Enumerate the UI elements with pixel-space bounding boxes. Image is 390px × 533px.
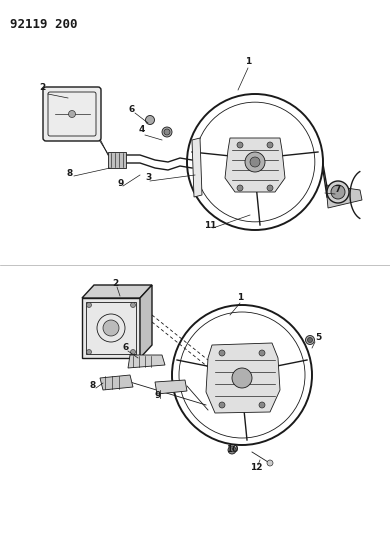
Circle shape [232,368,252,388]
Text: 2: 2 [112,279,118,287]
Bar [108,152,126,168]
Text: 3: 3 [145,174,151,182]
Polygon shape [192,138,202,197]
Text: 9: 9 [155,391,161,400]
Circle shape [162,127,172,137]
Text: 92119 200: 92119 200 [10,18,78,31]
Circle shape [164,129,170,135]
Text: 1: 1 [245,58,251,67]
Circle shape [219,350,225,356]
Circle shape [307,337,312,343]
Polygon shape [128,355,165,368]
Circle shape [245,152,265,172]
Circle shape [267,142,273,148]
Bar [86,302,136,354]
Polygon shape [140,285,152,358]
Circle shape [267,460,273,466]
Circle shape [250,157,260,167]
Polygon shape [100,375,133,390]
Polygon shape [206,343,280,413]
Text: 9: 9 [118,179,124,188]
Circle shape [305,335,314,344]
Text: 10: 10 [226,446,238,455]
Circle shape [69,110,76,117]
Polygon shape [225,138,285,192]
Circle shape [259,402,265,408]
Polygon shape [326,185,362,208]
Circle shape [87,350,92,354]
Circle shape [131,303,135,308]
Circle shape [228,446,236,454]
Polygon shape [82,285,152,298]
Text: 8: 8 [67,168,73,177]
Text: 2: 2 [39,84,45,93]
Text: 6: 6 [129,106,135,115]
Circle shape [219,402,225,408]
Circle shape [237,142,243,148]
Text: 6: 6 [123,343,129,352]
Text: 8: 8 [90,381,96,390]
Ellipse shape [331,185,345,199]
Polygon shape [82,298,140,358]
Text: 12: 12 [250,464,262,472]
Text: 5: 5 [315,334,321,343]
Polygon shape [155,380,187,394]
Text: 1: 1 [237,294,243,303]
Circle shape [131,350,135,354]
Text: 4: 4 [139,125,145,134]
Circle shape [237,185,243,191]
Circle shape [145,116,154,125]
Circle shape [103,320,119,336]
Circle shape [267,185,273,191]
Circle shape [259,350,265,356]
Circle shape [87,303,92,308]
Ellipse shape [327,181,349,203]
Text: 11: 11 [204,221,216,230]
Text: 7: 7 [335,185,341,195]
FancyBboxPatch shape [43,87,101,141]
